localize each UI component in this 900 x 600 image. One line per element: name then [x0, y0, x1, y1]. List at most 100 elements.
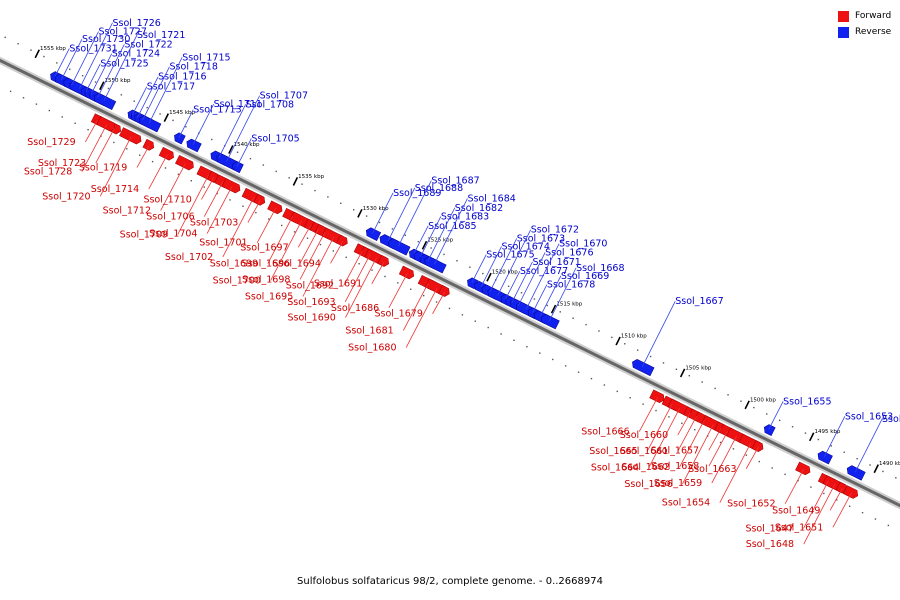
- reverse-leader-line: [178, 109, 194, 138]
- forward-gene: [267, 200, 283, 215]
- gene-arrow: [158, 146, 174, 161]
- reverse-gene-label: Ssol_1731: [69, 43, 117, 54]
- kbp-tick-mark: [873, 464, 879, 474]
- axis-dot: [345, 256, 347, 259]
- axis-dot: [190, 180, 193, 182]
- axis-dot: [681, 422, 683, 424]
- axis-dot: [177, 173, 180, 176]
- axis-dot: [636, 349, 639, 351]
- gene-arrow: [93, 92, 117, 110]
- kbp-tick-mark: [228, 145, 234, 154]
- axis-dot: [417, 240, 419, 243]
- forward-gene: [438, 285, 450, 297]
- reverse-gene-label: Ssol_1715: [182, 52, 230, 63]
- kbp-tick-label: 1495 kbp: [814, 429, 840, 435]
- reverse-leader-line: [434, 198, 468, 265]
- genome-axis: [0, 58, 900, 508]
- axis-dot: [172, 119, 174, 122]
- gene-arrow: [175, 154, 194, 171]
- reverse-leader-line: [480, 246, 502, 288]
- forward-leader-line: [203, 181, 224, 217]
- forward-gene-label: Ssol_1690: [287, 313, 335, 324]
- forward-gene-label: Ssol_1652: [727, 499, 775, 510]
- axis-dot: [848, 505, 851, 507]
- reverse-gene: [186, 138, 202, 153]
- forward-gene-label: Ssol_1703: [190, 217, 238, 228]
- forward-leader-line: [679, 419, 705, 468]
- axis-dot: [236, 151, 239, 153]
- axis-dot: [732, 448, 735, 450]
- axis-dot: [35, 103, 38, 105]
- gene-arrow: [377, 255, 390, 267]
- reverse-leader-line: [142, 66, 170, 121]
- reverse-leader-line: [132, 86, 148, 115]
- axis-dot: [546, 304, 549, 307]
- forward-leader-line: [832, 492, 852, 528]
- forward-leader-line: [270, 220, 303, 281]
- forward-gene-label: Ssol_1663: [688, 464, 736, 475]
- genome-caption: Sulfolobus solfataricus 98/2, complete g…: [297, 576, 603, 587]
- axis-dot: [159, 113, 161, 115]
- forward-leader-line: [345, 257, 377, 318]
- gene-arrow: [119, 127, 142, 145]
- axis-dot: [823, 492, 825, 495]
- forward-gene: [221, 177, 241, 194]
- axis-dot: [185, 126, 187, 128]
- forward-leader-line: [343, 250, 363, 286]
- axis-dot: [113, 141, 115, 144]
- axis-dot: [229, 199, 231, 201]
- axis-dot: [87, 128, 89, 131]
- axis-dot: [688, 374, 691, 377]
- kbp-tick-layer: 1555 kbp 1550 kbp 1545 kbp 1540 kbp 1535 kbp…: [4, 36, 900, 527]
- forward-gene-label: Ssol_1686: [331, 303, 379, 314]
- forward-gene-label: Ssol_1656: [624, 479, 672, 490]
- forward-leader-line: [803, 484, 836, 545]
- kbp-tick-label: 1510 kbp: [621, 333, 647, 339]
- gene-arrow: [649, 389, 665, 404]
- forward-leader-line: [829, 488, 843, 511]
- reverse-gene-label: Ssol_1725: [100, 59, 148, 70]
- reverse-leader-line: [226, 95, 260, 162]
- axis-dot: [701, 381, 703, 383]
- axis-dot: [120, 94, 123, 96]
- legend-reverse: Reverse: [838, 24, 891, 40]
- forward-gene: [377, 255, 390, 267]
- reverse-gene-label: Ssol_1670: [559, 239, 607, 250]
- reverse-gene-label: Ssol_1672: [531, 225, 579, 236]
- kbp-tick-label: 1535 kbp: [298, 174, 324, 180]
- gene-arrow: [174, 132, 186, 145]
- gene-arrow: [365, 227, 382, 241]
- axis-dot: [500, 333, 502, 335]
- reverse-leader-line: [548, 267, 577, 322]
- forward-gene-label: Ssol_1681: [345, 326, 393, 337]
- reverse-leader-line: [85, 63, 101, 92]
- forward-gene-label: Ssol_1729: [27, 137, 75, 148]
- kbp-tick-label: 1500 kbp: [750, 397, 776, 403]
- axis-dot: [882, 470, 884, 473]
- forward-gene-label: Ssol_1696: [242, 259, 290, 270]
- axis-dot: [810, 486, 812, 488]
- reverse-gene-label: Ssol_1689: [393, 188, 441, 199]
- axis-dot: [559, 311, 561, 313]
- axis-dot: [435, 301, 438, 303]
- reverse-gene-label: Ssol_1687: [431, 176, 479, 187]
- axis-dot: [353, 209, 355, 211]
- kbp-tick-label: 1555 kbp: [40, 46, 66, 52]
- axis-dot: [771, 467, 773, 469]
- forward-gene-label: Ssol_1728: [24, 167, 72, 178]
- axis-dot: [306, 237, 309, 239]
- axis-dot: [526, 346, 528, 348]
- forward-leader-line: [201, 177, 215, 200]
- reverse-leader-line: [823, 416, 846, 458]
- forward-gene-label: Ssol_1654: [662, 498, 710, 509]
- reverse-leader-line: [218, 104, 247, 158]
- axis-dot: [564, 365, 567, 367]
- reverse-leader-line: [532, 284, 548, 313]
- reverse-gene: [365, 227, 382, 241]
- kbp-tick-label: 1525 kbp: [427, 238, 453, 244]
- forward-gene-label: Ssol_1701: [199, 238, 247, 249]
- axis-dot: [817, 438, 820, 441]
- axis-dot: [649, 355, 652, 358]
- axis-dot: [30, 49, 32, 51]
